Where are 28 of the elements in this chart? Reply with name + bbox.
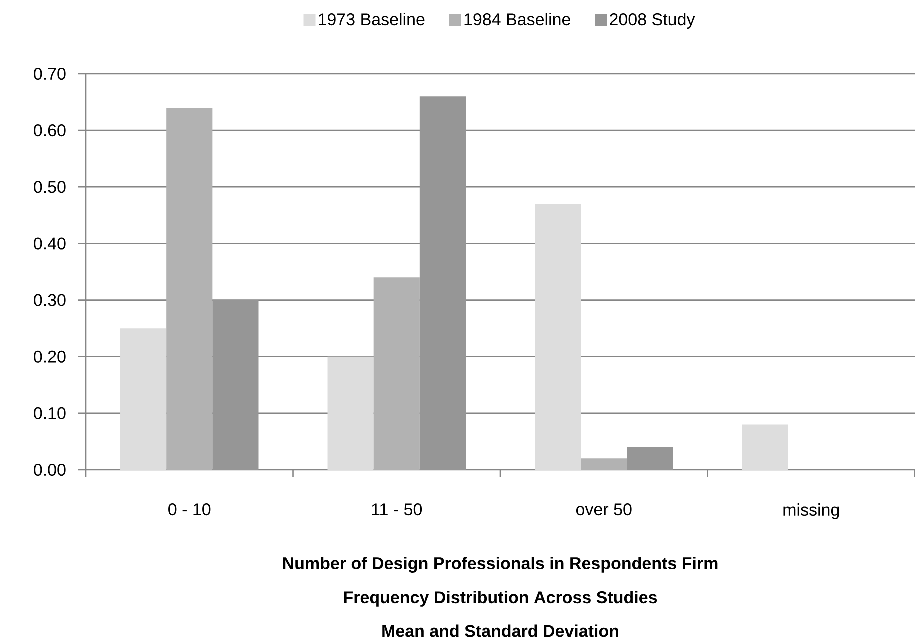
x-axis-title: Number of Design Professionals in Respondents Firm [283, 557, 718, 573]
bar [166, 108, 213, 470]
bar [627, 447, 674, 470]
y-tick-label: 0.70 [34, 68, 66, 80]
y-tick-label: 0.00 [34, 464, 66, 476]
x-tick-label: 11 - 50 [372, 504, 422, 516]
bar [535, 204, 582, 470]
y-tick-label: 0.20 [34, 350, 66, 363]
text: Mean and Standard Deviation [382, 624, 618, 638]
legend-label: 2008 Study [610, 13, 696, 29]
text: Frequency Distribution Across Studies [344, 591, 658, 607]
x-tick-label: 0 - 10 [168, 504, 211, 516]
legend-label: 1973 Baseline [319, 13, 425, 26]
y-tick-label: 0.30 [34, 294, 66, 306]
bar [742, 424, 788, 470]
bar [420, 96, 466, 470]
y-tick-label: 0.10 [34, 407, 66, 420]
bar [120, 328, 167, 470]
x-tick-label: missing [784, 504, 840, 520]
y-tick-label: 0.50 [34, 181, 66, 194]
y-tick-label: 0.60 [34, 124, 66, 137]
bar [328, 356, 374, 470]
x-tick-label: over 50 [576, 504, 632, 516]
legend-label: 1984 Baseline [464, 13, 570, 26]
y-tick-label: 0.40 [34, 238, 66, 250]
bar [581, 458, 628, 470]
bar [212, 300, 259, 470]
bar [374, 278, 420, 470]
